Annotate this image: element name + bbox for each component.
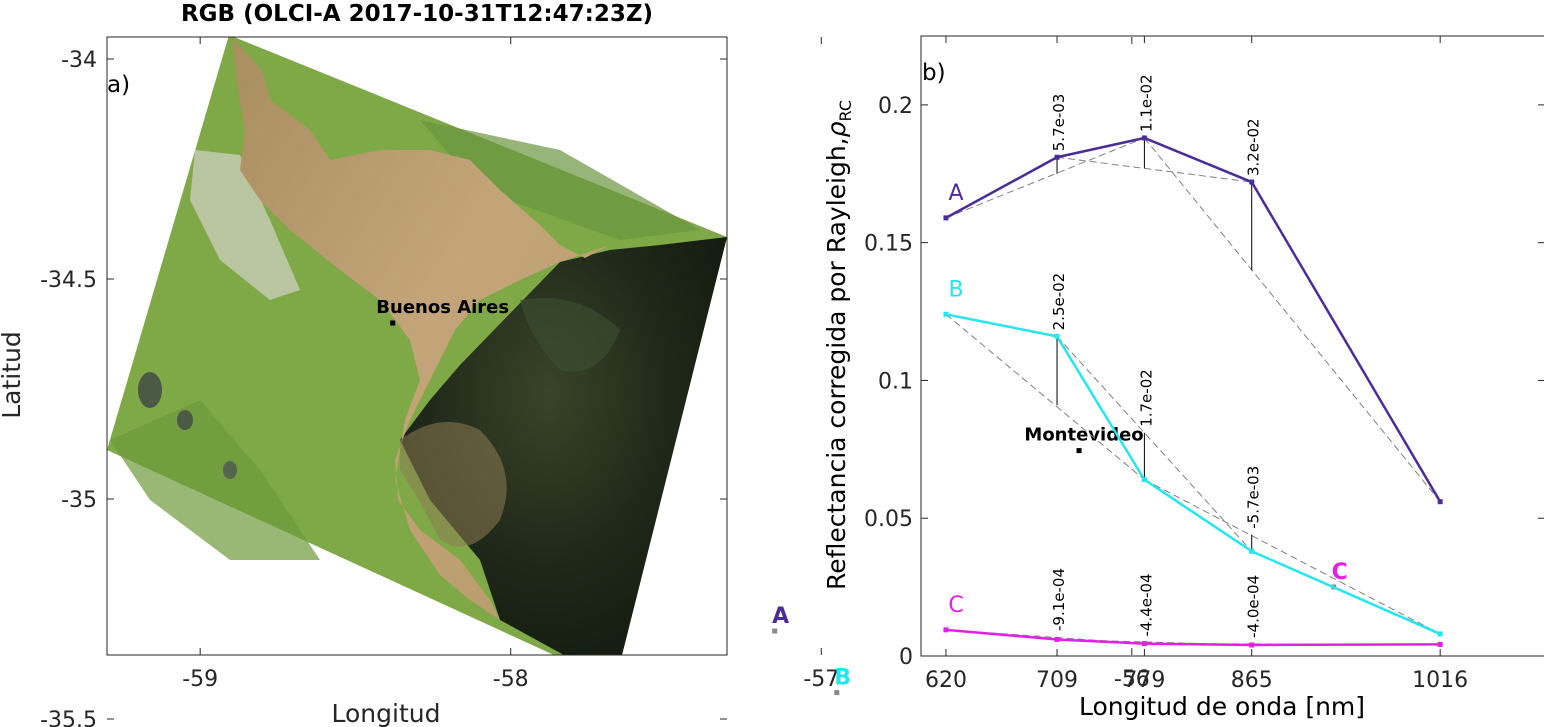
- chart-x-ticks: 620 709 779 865 1016: [925, 36, 1468, 693]
- map-x-tick-label: -58: [493, 667, 529, 692]
- estuary: [232, 38, 610, 620]
- baseline-guide: [1056, 336, 1253, 552]
- chart-panel: b) 620 709 779 865 1016 0 0.05 0.1 0.15 0.2 A 5.7…: [822, 35, 1544, 721]
- series-point: [1249, 548, 1255, 554]
- sea-area: [400, 237, 727, 655]
- chart-panel-tag: b): [922, 60, 946, 86]
- sediment-plume: [400, 422, 507, 547]
- map-y-tick-label: -34: [61, 48, 97, 73]
- chart-y-tick-label: 0.15: [864, 232, 913, 257]
- place-label: Montevideo: [1024, 425, 1143, 446]
- annotation-label: 1.1e-02: [1137, 74, 1155, 132]
- series-point: [1249, 179, 1255, 185]
- map-stations: A B C: [772, 560, 1348, 696]
- annotation-label: 3.2e-02: [1245, 118, 1263, 176]
- map-places: Buenos Aires Montevideo: [376, 297, 1144, 454]
- chart-y-tick-label: 0: [899, 645, 913, 670]
- map-y-tick-label: -35.5: [40, 708, 97, 727]
- chart-y-label-symbol: ρ: [822, 121, 851, 137]
- satellite-image: [107, 37, 727, 655]
- series-point: [1141, 477, 1147, 483]
- annotation-label: 5.7e-03: [1050, 94, 1068, 152]
- map-x-tick-label: -57: [803, 667, 839, 692]
- lake: [177, 410, 193, 430]
- series-line: [945, 313, 1441, 636]
- baseline-guide: [1144, 137, 1441, 503]
- land-patch: [420, 120, 700, 240]
- map-x-tick-label: -59: [182, 667, 218, 692]
- chart-baseline-guides: [945, 137, 1441, 646]
- baseline-guide: [945, 313, 1145, 481]
- series-point: [1249, 642, 1255, 648]
- series-name-label: C: [948, 593, 963, 618]
- chart-x-label: Longitud de onda [nm]: [1079, 692, 1365, 721]
- series-point: [943, 215, 949, 221]
- chart-x-tick-label: 865: [1231, 668, 1273, 693]
- urban-area: [190, 150, 300, 300]
- station-label: B: [834, 666, 851, 691]
- chart-axes: [920, 35, 1544, 657]
- station-marker: [772, 628, 778, 634]
- series-point: [1054, 636, 1060, 642]
- map-title: RGB (OLCI-A 2017-10-31T12:47:23Z): [181, 1, 653, 27]
- chart-x-tick-label: 1016: [1412, 668, 1468, 693]
- sediment-plume: [520, 298, 620, 372]
- place-marker: [1076, 448, 1082, 454]
- series-point: [1437, 631, 1443, 637]
- chart-labels: A 5.7e-03 1.1e-02 3.2e-02 B 2.5e-02 1.7e-02 -5.…: [948, 74, 1262, 638]
- annotation-label: 2.5e-02: [1050, 273, 1068, 331]
- series-point: [1054, 333, 1060, 339]
- annotation-label: -5.7e-03: [1245, 466, 1263, 529]
- chart-x-tick-label: 620: [925, 668, 967, 693]
- map-y-ticks: -34-34.5-35-35.5-36-36.5: [40, 48, 727, 727]
- baseline-guide: [1144, 479, 1441, 635]
- map-y-tick-label: -35: [61, 488, 97, 513]
- series-point: [1141, 135, 1147, 141]
- chart-x-tick-label: 779: [1123, 668, 1165, 693]
- place-marker: [390, 320, 396, 326]
- chart-y-tick-label: 0.1: [878, 369, 913, 394]
- annotation-label: -4.0e-04: [1245, 575, 1263, 638]
- series-line: [945, 628, 1441, 647]
- map-x-tick-label: -56: [1114, 667, 1150, 692]
- chart-y-tick-label: 0.2: [878, 94, 913, 119]
- lake: [138, 372, 162, 408]
- series-name-label: B: [948, 277, 963, 302]
- annotation-label: -4.4e-04: [1137, 573, 1155, 636]
- station-label: A: [772, 604, 789, 629]
- station-label: C: [1332, 560, 1348, 585]
- baseline-guide: [945, 137, 1145, 219]
- chart-x-tick-label: 709: [1036, 668, 1078, 693]
- place-label: Buenos Aires: [376, 297, 509, 318]
- chart-y-label-subscript: RC: [836, 100, 855, 122]
- land-patch: [110, 400, 320, 560]
- chart-series: [943, 135, 1443, 648]
- chart-y-tick-label: 0.05: [864, 507, 913, 532]
- series-point: [943, 311, 949, 317]
- map-axes: [106, 36, 728, 656]
- series-point: [1054, 154, 1060, 160]
- map-panel-tag: a): [107, 72, 130, 98]
- map-y-tick-label: -34.5: [40, 268, 97, 293]
- lake: [223, 461, 237, 479]
- series-name-label: A: [948, 181, 963, 206]
- series-point: [1141, 641, 1147, 647]
- map-y-label: Latitud: [0, 331, 26, 419]
- chart-y-label: Reflectancia corregida por Rayleigh,ρRC: [822, 100, 855, 590]
- series-point: [1437, 641, 1443, 647]
- annotation-label: -9.1e-04: [1050, 568, 1068, 631]
- series-point: [1437, 499, 1443, 505]
- annotation-label: 1.7e-02: [1137, 369, 1155, 427]
- map-panel: RGB (OLCI-A 2017-10-31T12:47:23Z) a) -59…: [0, 1, 1348, 727]
- chart-y-ticks: 0 0.05 0.1 0.15 0.2: [864, 94, 1544, 670]
- station-marker: [834, 690, 840, 696]
- series-line: [945, 136, 1442, 503]
- map-x-label: Longitud: [332, 699, 441, 727]
- chart-y-label-text: Reflectancia corregida por Rayleigh,: [822, 137, 851, 590]
- map-x-ticks: -59 -58 -57 -56: [182, 37, 1150, 692]
- series-point: [943, 627, 949, 633]
